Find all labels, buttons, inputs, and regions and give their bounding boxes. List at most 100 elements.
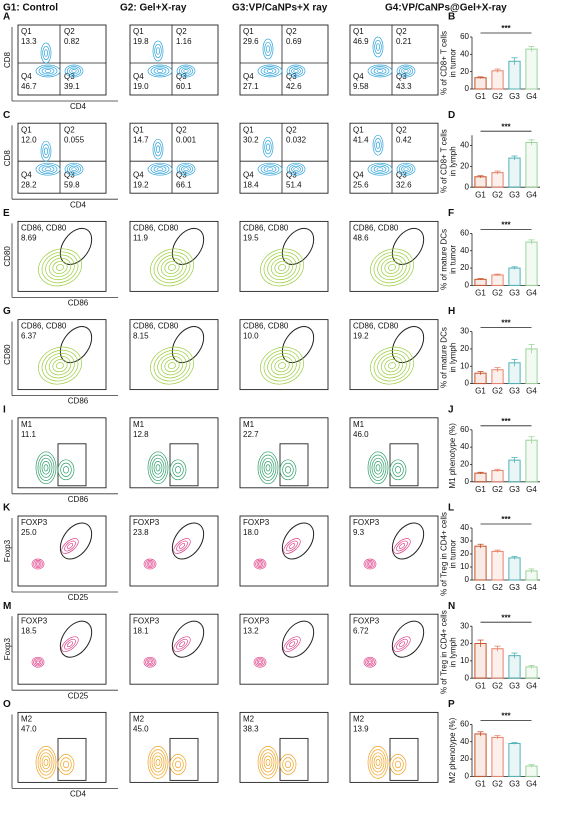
x-axis-label: CD86: [68, 299, 89, 308]
contour: [291, 165, 301, 173]
contour: [52, 359, 68, 373]
contour: [257, 162, 283, 176]
contour: [380, 257, 404, 278]
contour: [373, 165, 387, 173]
quadrant-value: 46.9: [353, 37, 369, 46]
y-axis-label: in tumor: [449, 245, 458, 274]
plot-frame: [239, 515, 329, 587]
y-axis-label: CD8: [3, 150, 12, 167]
contour: [156, 69, 164, 73]
gate-value: 45.0: [133, 725, 149, 734]
y-tick-label: 40: [460, 246, 469, 255]
gate-value: 8.15: [133, 332, 149, 341]
quadrant-label: Q1: [243, 27, 254, 36]
quadrant-value: 30.2: [243, 135, 259, 144]
contour: [375, 464, 381, 472]
gate-label: CD86, CD80: [133, 224, 179, 233]
y-tick-label: 60: [460, 32, 469, 41]
x-axis-label: CD4: [70, 200, 87, 209]
contour: [37, 454, 55, 481]
gate-label: M2: [243, 715, 255, 724]
contour: [143, 656, 157, 668]
contour: [388, 362, 396, 370]
quadrant-value: 19.2: [133, 180, 149, 189]
y-tick-label: 0: [465, 477, 470, 486]
contour: [389, 459, 407, 481]
contour: [373, 755, 383, 770]
contour: [373, 349, 411, 382]
contour: [265, 45, 271, 53]
contour: [41, 165, 55, 173]
y-axis-label: CD80: [3, 246, 12, 267]
contour: [153, 461, 163, 475]
bar: [508, 459, 521, 483]
y-tick-label: 0: [465, 281, 470, 290]
gate: [391, 522, 425, 560]
contour: [265, 464, 271, 472]
bar: [525, 348, 538, 385]
contour: [393, 538, 411, 554]
y-axis-label: % of mature DCs: [440, 229, 449, 290]
plot-frame: [239, 122, 329, 194]
gate-value: 18.1: [133, 626, 149, 635]
contour: [282, 462, 294, 477]
contour: [45, 254, 75, 281]
contour: [375, 43, 381, 51]
contour: [43, 464, 49, 472]
gate-label: FOXP3: [243, 616, 270, 625]
gate: [281, 522, 315, 560]
contour: [363, 558, 377, 570]
x-tick-label: G2: [492, 92, 503, 101]
plot-frame: [129, 515, 219, 587]
contour: [293, 69, 299, 73]
bar: [474, 545, 487, 581]
contour: [69, 165, 79, 173]
plot-frame: [349, 319, 439, 391]
quadrant-value: 0.69: [286, 37, 302, 46]
contour: [43, 147, 49, 155]
gate: [171, 522, 205, 560]
quadrant-value: 1.16: [176, 37, 192, 46]
y-axis-label: CD8: [3, 51, 12, 68]
contour: [66, 543, 74, 549]
y-axis-label: in tumor: [449, 48, 458, 77]
group-header: G3:VP/CaNPs+X ray: [232, 3, 328, 14]
plot-frame: [17, 417, 107, 489]
gate: [389, 443, 419, 487]
contour: [168, 263, 176, 271]
panel-letter: J: [448, 404, 454, 415]
gate-label: M1: [243, 420, 255, 429]
contour: [56, 362, 64, 370]
x-tick-label: G3: [509, 583, 520, 592]
contour: [31, 656, 45, 668]
y-tick-label: 0: [465, 575, 470, 584]
x-tick-label: G2: [492, 289, 503, 298]
gate-value: 18.5: [21, 626, 37, 635]
contour: [380, 355, 404, 376]
significance: ***: [501, 319, 511, 328]
plot-frame: [129, 417, 219, 489]
contour: [33, 658, 43, 667]
y-axis-label: M1 phenotype (%): [448, 423, 457, 489]
contour: [260, 164, 280, 175]
gate-value: 19.2: [353, 332, 369, 341]
contour: [176, 64, 196, 78]
contour: [370, 248, 414, 287]
contour: [183, 167, 189, 172]
contour: [152, 138, 164, 160]
bar: [491, 172, 504, 188]
contour: [38, 164, 58, 175]
contour: [288, 641, 296, 648]
contour: [60, 462, 72, 477]
contour: [288, 164, 304, 175]
y-axis-label: Foxp3: [3, 539, 12, 562]
y-tick-label: 10: [460, 656, 469, 665]
contour: [368, 660, 372, 664]
contour: [38, 346, 82, 385]
contour: [372, 134, 384, 156]
contour: [34, 561, 42, 567]
contour: [150, 164, 170, 175]
x-tick-label: G4: [526, 190, 537, 199]
contour: [363, 656, 377, 668]
contour: [403, 69, 409, 73]
